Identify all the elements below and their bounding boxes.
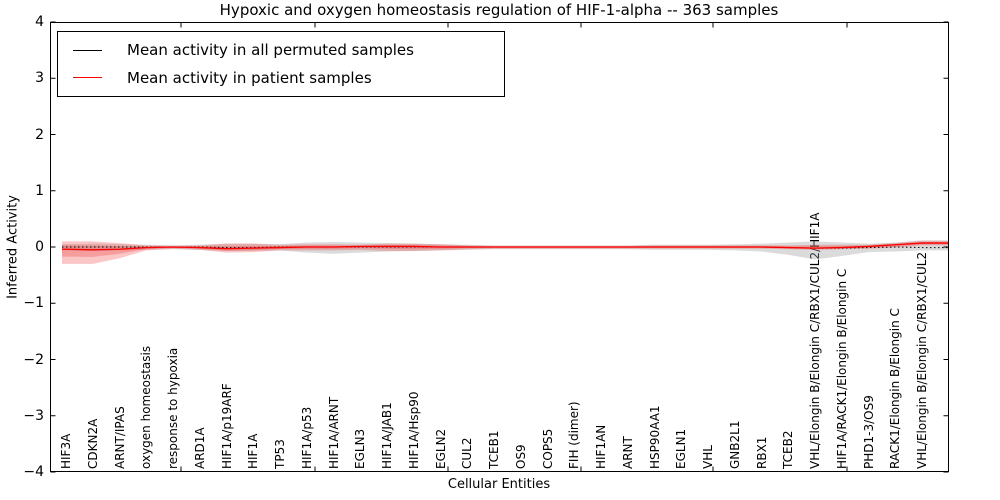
permuted-line-sample-icon (73, 49, 102, 51)
chart-title: Hypoxic and oxygen homeostasis regulatio… (219, 1, 779, 19)
y-tick-label: 0 (35, 239, 44, 255)
y-tick-label: −2 (23, 351, 44, 368)
legend-entry-patient: Mean activity in patient samples (73, 69, 504, 87)
y-tick-label: 3 (35, 70, 44, 87)
y-tick-label: 1 (35, 182, 44, 199)
x-axis-label: Cellular Entities (447, 477, 551, 492)
y-tick-label: 2 (35, 126, 44, 143)
patient-band-inner (62, 241, 949, 257)
legend-label-permuted: Mean activity in all permuted samples (127, 41, 414, 60)
permuted-band (62, 240, 949, 260)
y-tick-label: 4 (35, 14, 44, 30)
y-tick-label: −3 (23, 407, 44, 424)
legend-label-patient: Mean activity in patient samples (127, 68, 372, 87)
legend-entry-permuted: Mean activity in all permuted samples (73, 41, 504, 59)
y-tick-label: −4 (23, 464, 44, 480)
patient-line-sample-icon (73, 77, 102, 79)
legend: Mean activity in all permuted samples Me… (57, 31, 505, 97)
y-tick-label: −1 (23, 295, 44, 312)
patient-mean-line (62, 242, 949, 251)
